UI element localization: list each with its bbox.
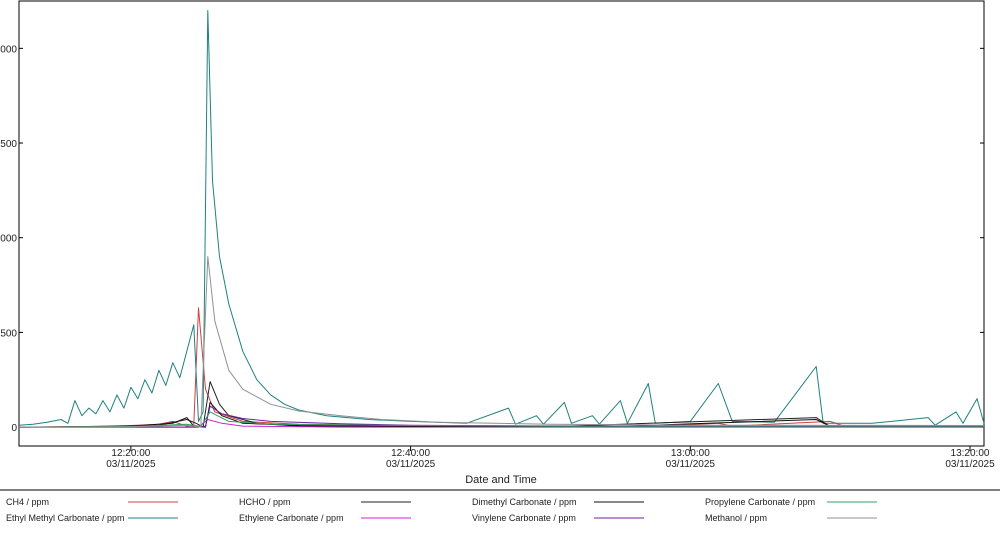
series-line — [18, 381, 984, 428]
y-tick-label: 500 — [0, 328, 17, 339]
x-tick-label-date: 03/11/2025 — [666, 459, 716, 470]
plot-frame — [18, 0, 985, 447]
y-tick-label: 1000 — [0, 234, 17, 245]
x-tick-label-date: 03/11/2025 — [106, 459, 156, 470]
y-tick-label: 0 — [11, 423, 17, 434]
legend-label: Vinylene Carbonate / ppm — [472, 513, 576, 523]
legend-label: Ethyl Methyl Carbonate / ppm — [6, 513, 125, 523]
series-lines — [18, 10, 985, 428]
series-line — [18, 411, 984, 428]
x-tick-label-time: 12:40:00 — [391, 448, 430, 459]
x-tick-label-time: 13:00:00 — [671, 448, 710, 459]
series-line — [18, 307, 984, 428]
legend-label: Dimethyl Carbonate / ppm — [472, 497, 577, 507]
legend-label: Ethylene Carbonate / ppm — [239, 513, 344, 523]
series-line — [18, 10, 985, 426]
x-tick-label-date: 03/11/2025 — [945, 459, 995, 470]
y-tick-label: 2000 — [0, 44, 17, 55]
legend-label: CH4 / ppm — [6, 497, 49, 507]
x-axis: 12:20:0003/11/202512:40:0003/11/202513:0… — [106, 446, 995, 470]
legend-label: HCHO / ppm — [239, 497, 291, 507]
x-tick-label-time: 13:20:00 — [951, 448, 990, 459]
legend-label: Methanol / ppm — [705, 513, 767, 523]
y-axis: 0 500 1000 1500 2000 — [0, 44, 984, 434]
legend-label: Propylene Carbonate / ppm — [705, 497, 815, 507]
series-line — [18, 256, 985, 428]
series-line — [18, 401, 984, 428]
x-tick-label-date: 03/11/2025 — [386, 459, 436, 470]
x-tick-label-time: 12:20:00 — [111, 448, 150, 459]
y-tick-label: 1500 — [0, 139, 17, 150]
x-axis-title: Date and Time — [465, 474, 537, 486]
legend: CH4 / ppm Ethyl Methyl Carbonate / ppm HCH… — [6, 497, 877, 523]
